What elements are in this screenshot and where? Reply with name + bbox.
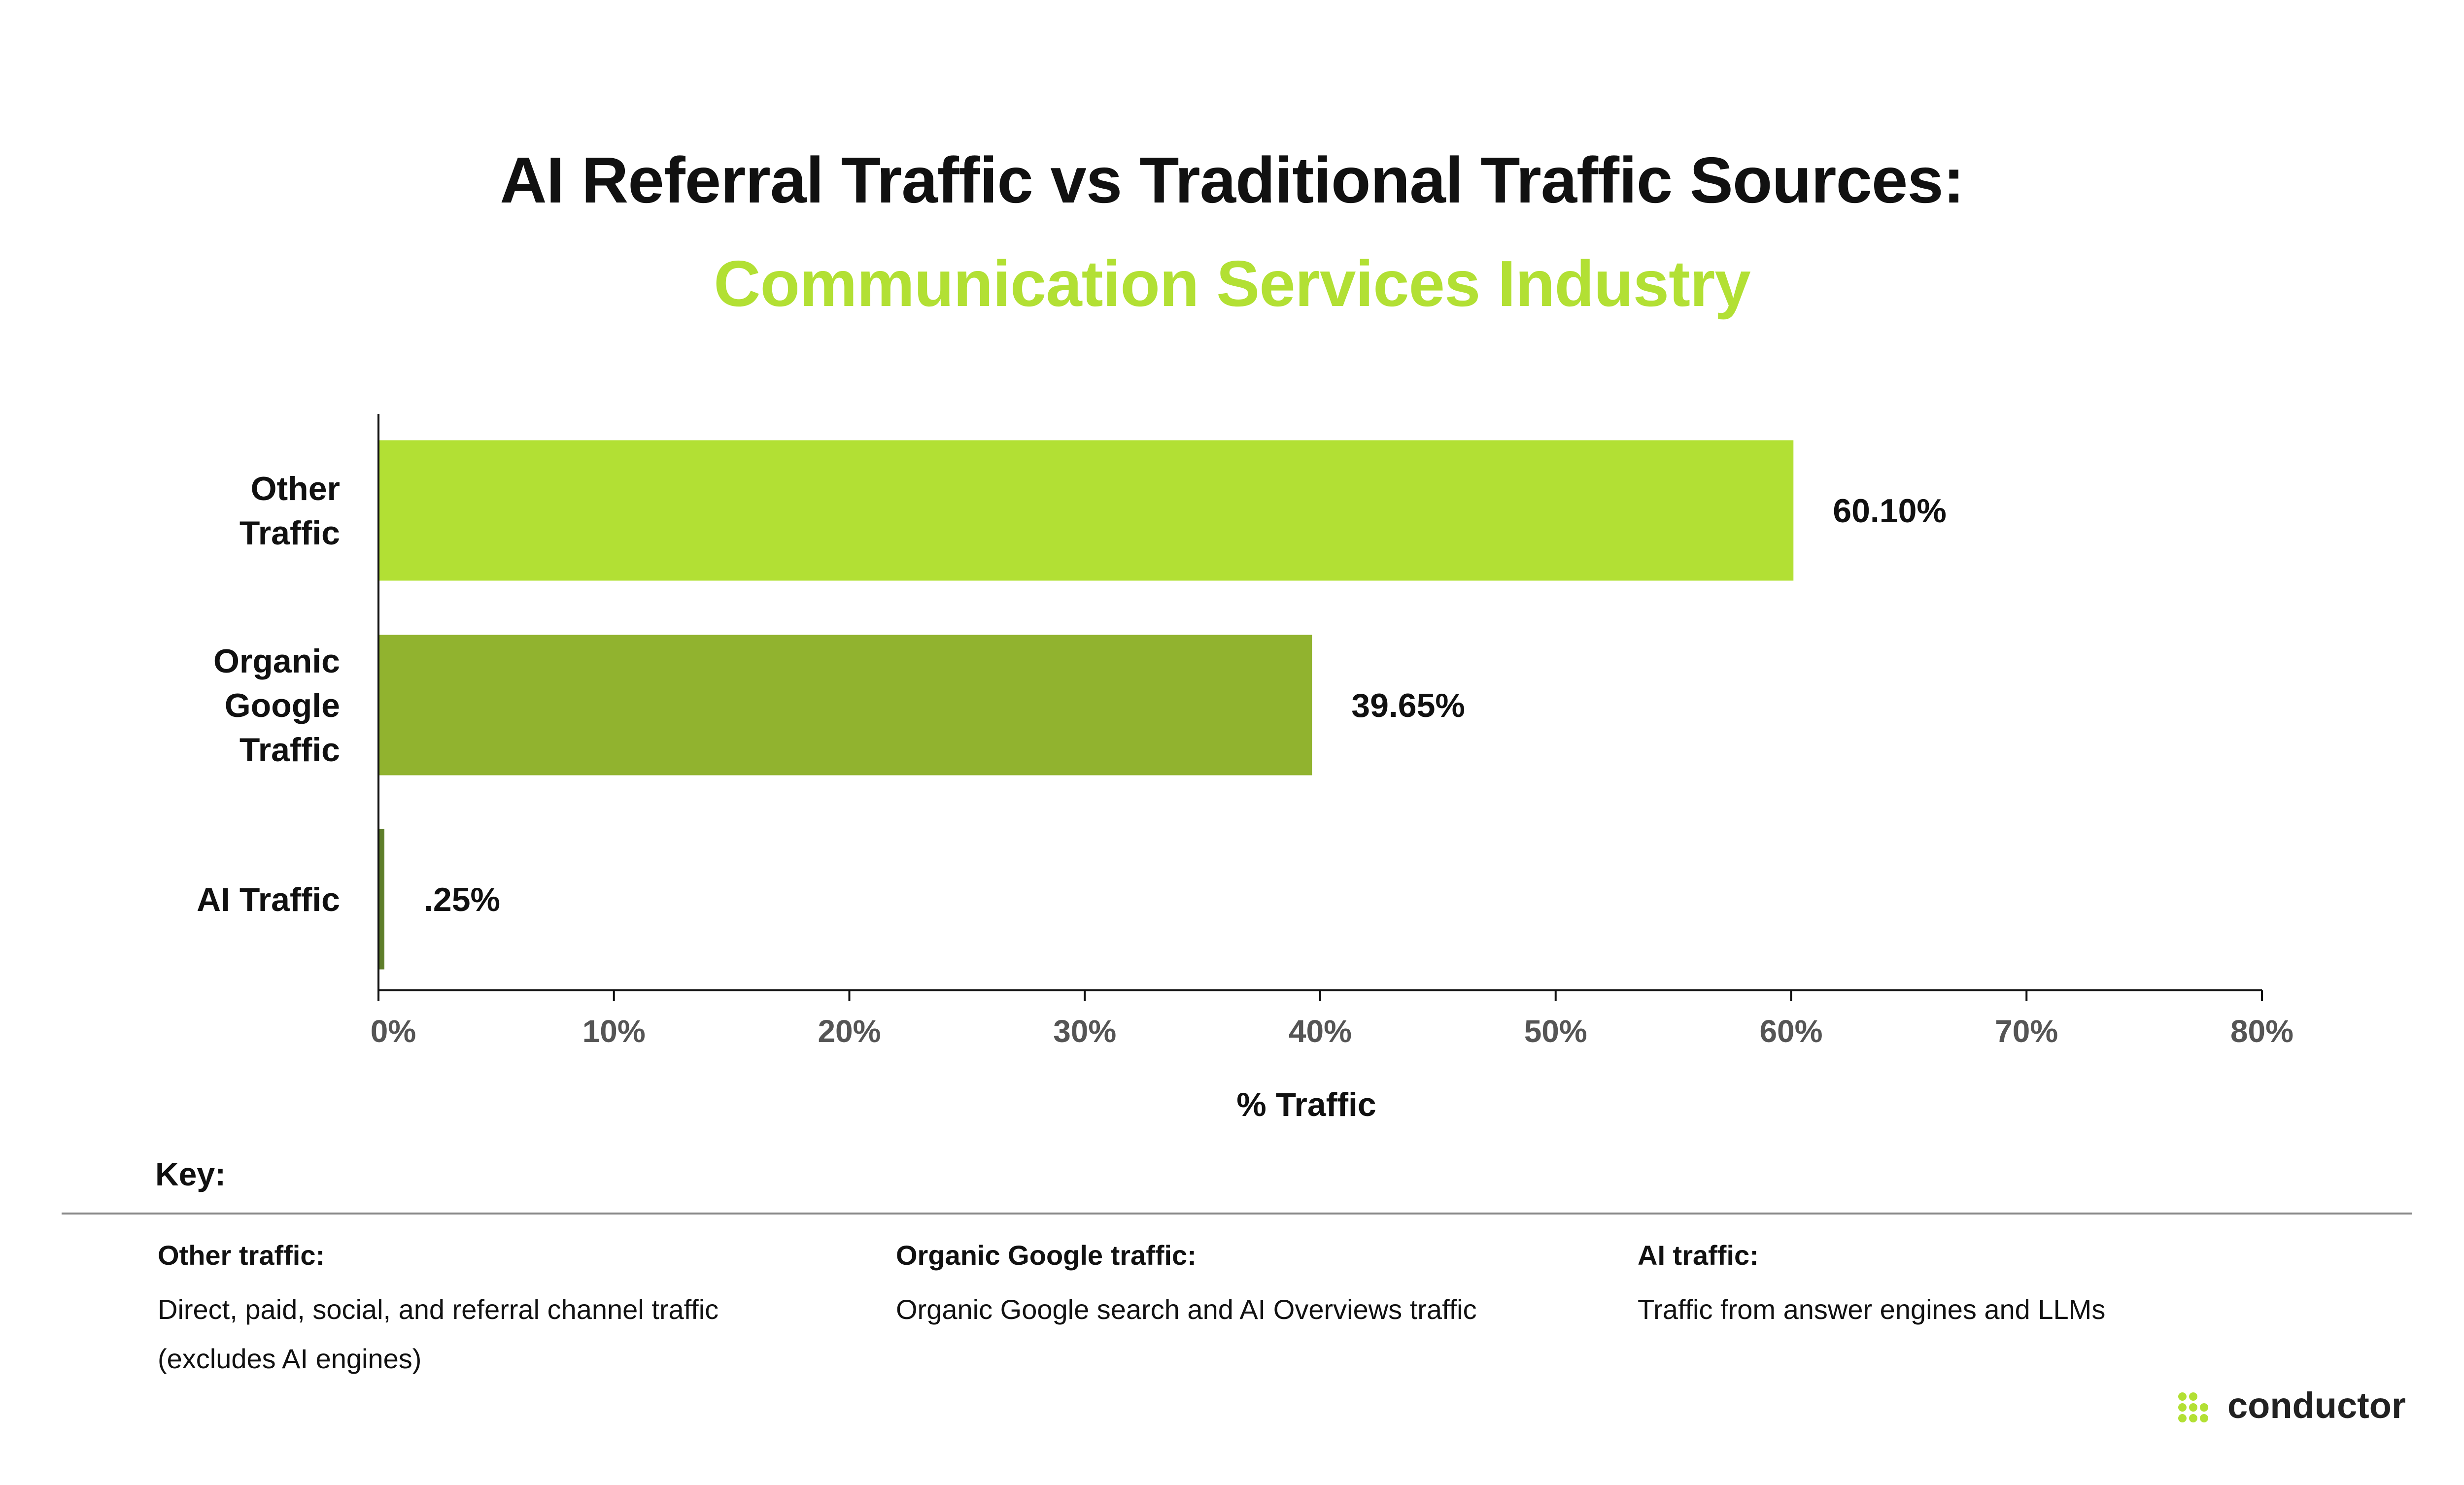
chart-value-labels: 60.10% 39.65% .25%	[424, 492, 1947, 918]
x-tick-label: 30%	[1053, 1013, 1116, 1049]
logo-dot	[2178, 1392, 2187, 1401]
x-tick-label: 10%	[582, 1013, 646, 1049]
chart-ticks: 0% 10% 20% 30% 40% 50% 60% 70% 80%	[371, 990, 2293, 1049]
bar	[378, 440, 1794, 581]
chart-subtitle: Communication Services Industry	[714, 247, 1751, 320]
key-item-ai: AI traffic: Traffic from answer engines …	[1638, 1239, 2327, 1334]
bar	[378, 829, 384, 970]
key-item-description: (excludes AI engines)	[158, 1343, 422, 1374]
bar	[378, 635, 1312, 776]
key-item-other: Other traffic: Direct, paid, social, and…	[158, 1239, 848, 1384]
key-title: Key:	[155, 1156, 226, 1192]
key-divider	[62, 1213, 2412, 1215]
chart-category-labels: Other Traffic Organic Google Traffic AI Traff…	[197, 470, 340, 918]
category-label: Other Traffic	[240, 470, 340, 552]
x-tick-label: 80%	[2230, 1013, 2293, 1049]
x-tick-label: 50%	[1524, 1013, 1587, 1049]
logo-dot	[2178, 1414, 2187, 1422]
key-item-label: AI traffic:	[1638, 1240, 1759, 1271]
logo-dot	[2200, 1414, 2208, 1422]
category-label: AI Traffic	[197, 881, 340, 918]
key-item-description: Organic Google search and AI Overviews t…	[896, 1294, 1477, 1325]
chart-title: AI Referral Traffic vs Traditional Traff…	[500, 144, 1964, 216]
key-item-description: Traffic from answer engines and LLMs	[1638, 1294, 2106, 1325]
logo-dot	[2189, 1414, 2197, 1422]
x-tick-label: 20%	[818, 1013, 881, 1049]
bar-value-label: 60.10%	[1833, 492, 1947, 530]
logo-text: conductor	[2227, 1385, 2406, 1426]
logo-dot	[2178, 1403, 2187, 1412]
chart-bars	[378, 440, 1794, 970]
x-tick-label: 60%	[1759, 1013, 1822, 1049]
category-label: Organic Google Traffic	[213, 642, 340, 769]
bar-chart: 60.10% 39.65% .25% Other Traffic Organic Goog…	[197, 414, 2293, 1123]
bar-value-label: .25%	[424, 881, 500, 918]
x-tick-label: 70%	[1995, 1013, 2058, 1049]
x-tick-label: 40%	[1289, 1013, 1352, 1049]
x-axis-label: % Traffic	[1236, 1086, 1376, 1123]
x-tick-label: 0%	[371, 1013, 416, 1049]
logo-dot	[2189, 1403, 2197, 1412]
key-item-organic: Organic Google traffic: Organic Google s…	[896, 1239, 1586, 1334]
bar-value-label: 39.65%	[1351, 687, 1465, 724]
logo-dot	[2200, 1403, 2208, 1412]
logo-dot	[2189, 1392, 2197, 1401]
key-item-label: Other traffic:	[158, 1240, 325, 1271]
key-item-description: Direct, paid, social, and referral chann…	[158, 1294, 719, 1325]
key-item-label: Organic Google traffic:	[896, 1240, 1197, 1271]
